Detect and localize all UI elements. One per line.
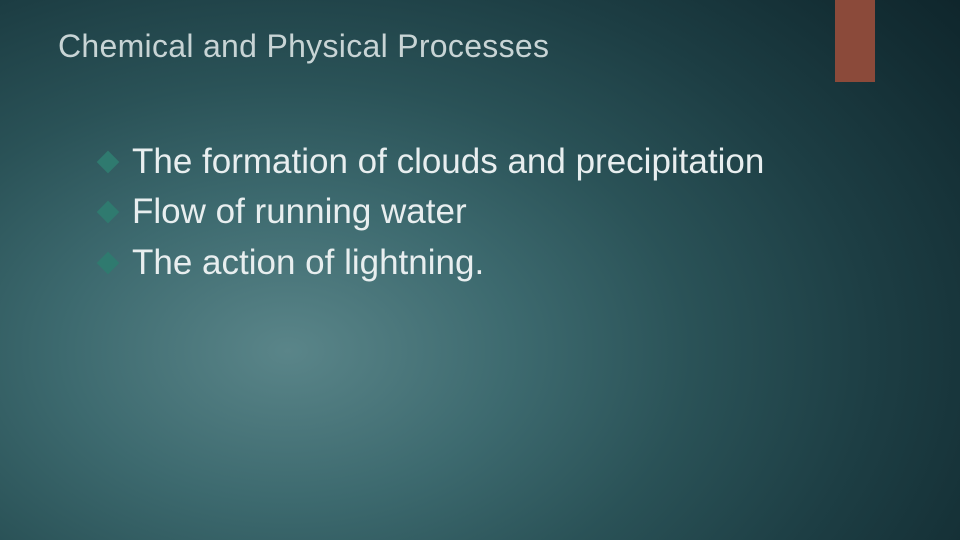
bullet-item: The formation of clouds and precipitatio…: [98, 138, 880, 186]
accent-bar: [835, 0, 875, 82]
bullet-list: The formation of clouds and precipitatio…: [98, 138, 880, 289]
bullet-text: Flow of running water: [132, 192, 467, 231]
bullet-item: The action of lightning.: [98, 239, 880, 287]
bullet-text: The action of lightning.: [132, 243, 484, 282]
bullet-text: The formation of clouds and precipitatio…: [132, 142, 764, 181]
bullet-item: Flow of running water: [98, 188, 880, 236]
slide-title: Chemical and Physical Processes: [58, 28, 549, 65]
